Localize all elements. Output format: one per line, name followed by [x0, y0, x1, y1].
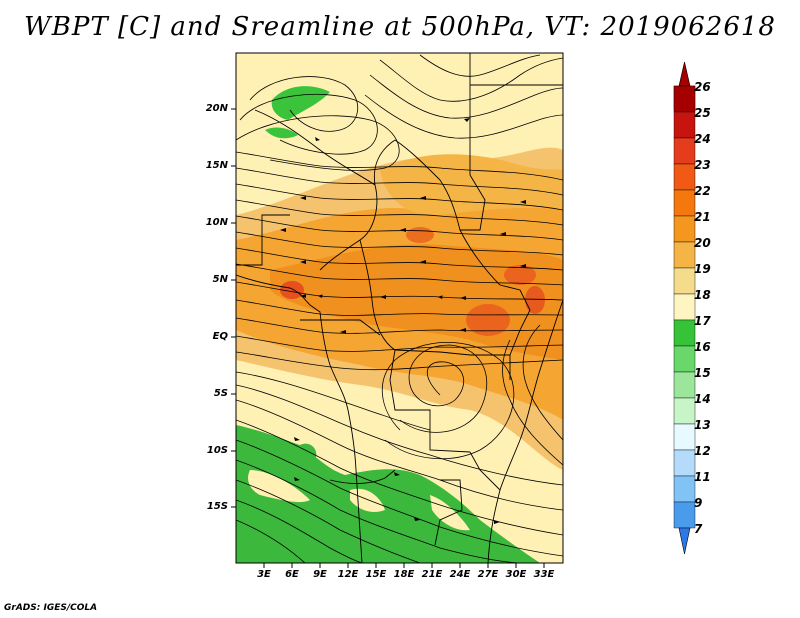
- legend-label: 12: [694, 444, 711, 458]
- legend-label: 16: [694, 340, 711, 354]
- lon-label-18e: 18E: [393, 569, 415, 580]
- lat-label-5s: 5S: [213, 388, 228, 399]
- lon-label-27e: 27E: [477, 569, 499, 580]
- streamlines: [236, 54, 563, 563]
- lon-label-33e: 33E: [533, 569, 555, 580]
- legend-label: 9: [694, 496, 703, 510]
- lat-label-10n: 10N: [205, 217, 228, 228]
- lat-label-15n: 15N: [205, 160, 228, 171]
- legend-label: 13: [694, 418, 711, 432]
- legend-label: 22: [694, 184, 711, 198]
- legend-label: 21: [694, 210, 711, 224]
- grads-credit: GrADS: IGES/COLA: [4, 603, 98, 613]
- wbpt-shading: [236, 53, 563, 563]
- legend-label: 11: [694, 470, 711, 484]
- lat-label-eq: EQ: [212, 331, 228, 342]
- political-borders: [236, 53, 563, 563]
- lon-label-15e: 15E: [365, 569, 387, 580]
- lat-label-20n: 20N: [205, 103, 228, 114]
- lon-label-3e: 3E: [257, 569, 271, 580]
- lon-label-12e: 12E: [337, 569, 359, 580]
- lon-label-9e: 9E: [313, 569, 327, 580]
- lon-label-24e: 24E: [449, 569, 471, 580]
- legend-label: 26: [694, 80, 711, 94]
- legend-label: 15: [694, 366, 711, 380]
- map-frame: [235, 52, 564, 564]
- lat-label-5n: 5N: [212, 274, 228, 285]
- legend-label: 23: [694, 158, 711, 172]
- legend-label: 14: [694, 392, 711, 406]
- legend-label: 19: [694, 262, 711, 276]
- lat-label-10s: 10S: [206, 445, 228, 456]
- map-title: WBPT [C] and Sreamline at 500hPa, VT: 20…: [24, 12, 776, 42]
- lat-label-15s: 15S: [206, 501, 228, 512]
- lon-label-30e: 30E: [505, 569, 527, 580]
- legend-label: 20: [694, 236, 711, 250]
- legend-label: 24: [694, 132, 711, 146]
- legend-label: 25: [694, 106, 711, 120]
- axis-ticks: [231, 108, 545, 568]
- legend-label: 18: [694, 288, 711, 302]
- color-legend: [673, 61, 696, 555]
- legend-label: 17: [694, 314, 711, 328]
- lon-label-6e: 6E: [285, 569, 299, 580]
- lon-label-21e: 21E: [421, 569, 443, 580]
- legend-label: 7: [694, 522, 703, 536]
